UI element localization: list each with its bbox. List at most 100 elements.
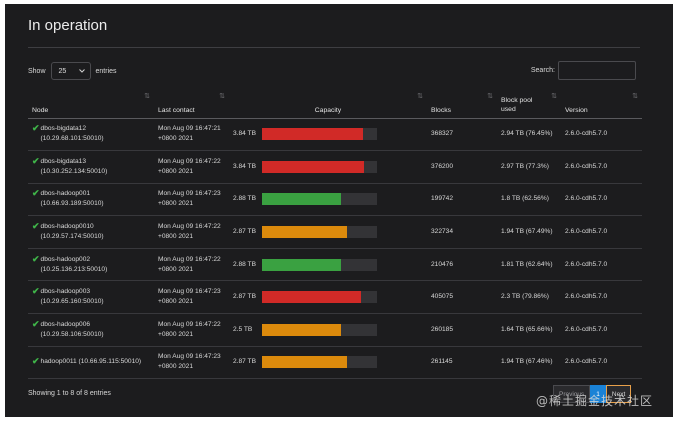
last-contact-cell: Mon Aug 09 16:47:22 +0800 2021 bbox=[154, 248, 229, 282]
entries-select[interactable]: 25 bbox=[50, 62, 91, 80]
version-cell: 2.6.0-cdh5.7.0 bbox=[561, 183, 642, 217]
check-icon: ✔ bbox=[32, 356, 40, 367]
column-header-version[interactable]: Version ⇅ bbox=[561, 88, 642, 119]
node-cell: ✔ dbos-bigdata12 (10.29.68.101:50010) bbox=[28, 118, 154, 152]
version-cell: 2.6.0-cdh5.7.0 bbox=[561, 215, 642, 249]
last-contact-tz: +0800 2021 bbox=[158, 330, 194, 338]
node-name: dbos-hadoop002 bbox=[40, 255, 91, 263]
capacity-value: 3.84 TB bbox=[233, 162, 256, 170]
capacity-bar-fill bbox=[262, 193, 342, 206]
version-cell: 2.6.0-cdh5.7.0 bbox=[561, 248, 642, 282]
last-contact-tz: +0800 2021 bbox=[158, 135, 194, 143]
blocks-cell: 368327 bbox=[427, 118, 497, 152]
page-length-control: Show 25 entries bbox=[28, 62, 117, 80]
capacity-bar bbox=[262, 323, 377, 336]
block-pool-used-cell: 1.81 TB (62.64%) bbox=[497, 248, 561, 282]
blocks-cell: 210476 bbox=[427, 248, 497, 282]
node-cell: ✔ dbos-hadoop006 (10.29.58.106:50010) bbox=[28, 313, 154, 347]
capacity-value: 2.87 TB bbox=[233, 228, 256, 236]
node-address: (10.29.65.160:50010) bbox=[40, 298, 104, 306]
capacity-cell: 2.87 TB bbox=[229, 280, 427, 315]
last-contact-cell: Mon Aug 09 16:47:23 +0800 2021 bbox=[154, 346, 229, 380]
node-cell: ✔ hadoop0011 (10.66.95.115:50010) bbox=[28, 346, 154, 380]
last-contact-date: Mon Aug 09 16:47:22 bbox=[158, 320, 221, 328]
node-name: dbos-bigdata13 bbox=[40, 157, 87, 165]
search-input[interactable] bbox=[558, 61, 636, 80]
column-header-capacity[interactable]: Capacity ⇅ bbox=[229, 88, 427, 119]
capacity-bar bbox=[262, 291, 377, 304]
blocks-cell: 376200 bbox=[427, 150, 497, 184]
capacity-bar-fill bbox=[262, 258, 342, 271]
version-cell: 2.6.0-cdh5.7.0 bbox=[561, 280, 642, 315]
blocks-cell: 261145 bbox=[427, 346, 497, 380]
table-header-row: Node ⇅ Last contact ⇅ Capacity ⇅ Blocks ⇅ Bl… bbox=[28, 88, 642, 119]
node-name: dbos-hadoop001 bbox=[40, 190, 91, 198]
last-contact-date: Mon Aug 09 16:47:23 bbox=[158, 190, 221, 198]
block-pool-used-cell: 2.3 TB (79.86%) bbox=[497, 280, 561, 315]
column-header-blocks[interactable]: Blocks ⇅ bbox=[427, 88, 497, 119]
entries-label: entries bbox=[95, 67, 117, 75]
pagination: Previous 1 Next bbox=[553, 385, 632, 403]
page-button-1[interactable]: 1 bbox=[590, 385, 606, 403]
node-cell: ✔ dbos-bigdata13 (10.30.252.134:50010) bbox=[28, 150, 154, 184]
block-pool-used-cell: 1.94 TB (67.46%) bbox=[497, 346, 561, 380]
check-icon: ✔ bbox=[32, 188, 40, 199]
capacity-bar-fill bbox=[262, 226, 348, 239]
capacity-bar bbox=[262, 226, 377, 239]
block-pool-used-cell: 1.94 TB (67.49%) bbox=[497, 215, 561, 249]
node-name: dbos-bigdata12 (10.29.68.101:50010) bbox=[40, 125, 104, 143]
last-contact-cell: Mon Aug 09 16:47:22 +0800 2021 bbox=[154, 313, 229, 347]
node-address: (10.66.93.189:50010) bbox=[40, 200, 104, 208]
capacity-value: 2.87 TB bbox=[233, 293, 256, 301]
next-button[interactable]: Next bbox=[605, 385, 632, 403]
sort-icon: ⇅ bbox=[632, 93, 638, 100]
version-cell: 2.6.0-cdh5.7.0 bbox=[561, 150, 642, 184]
last-contact-tz: +0800 2021 bbox=[158, 363, 194, 371]
last-contact-date: Mon Aug 09 16:47:23 bbox=[158, 288, 221, 296]
capacity-bar bbox=[262, 356, 377, 369]
node-cell: ✔ dbos-hadoop001 (10.66.93.189:50010) bbox=[28, 183, 154, 217]
blocks-cell: 405075 bbox=[427, 280, 497, 315]
last-contact-cell: Mon Aug 09 16:47:22 +0800 2021 bbox=[154, 215, 229, 249]
capacity-cell: 2.88 TB bbox=[229, 183, 427, 217]
search-label: Search: bbox=[530, 67, 555, 74]
datanode-panel: In operation Show 25 entries Search: Nod… bbox=[5, 4, 673, 417]
table-row: ✔ dbos-hadoop006 (10.29.58.106:50010) Mon A… bbox=[28, 313, 642, 347]
version-cell: 2.6.0-cdh5.7.0 bbox=[561, 346, 642, 380]
block-pool-used-cell: 1.8 TB (62.56%) bbox=[497, 183, 561, 217]
node-address: (10.30.252.134:50010) bbox=[40, 167, 108, 175]
node-name: hadoop0011 (10.66.95.115:50010) bbox=[40, 358, 142, 366]
version-cell: 2.6.0-cdh5.7.0 bbox=[561, 313, 642, 347]
block-pool-used-cell: 2.94 TB (76.45%) bbox=[497, 118, 561, 152]
last-contact-date: Mon Aug 09 16:47:21 bbox=[158, 125, 221, 133]
capacity-cell: 2.5 TB bbox=[229, 313, 427, 347]
capacity-bar bbox=[262, 160, 377, 173]
capacity-cell: 2.88 TB bbox=[229, 248, 427, 282]
sort-asc-icon: ⇅ bbox=[144, 93, 150, 100]
last-contact-cell: Mon Aug 09 16:47:21 +0800 2021 bbox=[154, 118, 229, 152]
capacity-cell: 2.87 TB bbox=[229, 215, 427, 249]
node-name: dbos-hadoop006 bbox=[40, 320, 91, 328]
column-header-label: Block pool used bbox=[501, 96, 533, 113]
table-row: ✔ dbos-hadoop0010 (10.29.57.174:50010) Mon … bbox=[28, 215, 642, 249]
table-row: ✔ hadoop0011 (10.66.95.115:50010) Mon Aug … bbox=[28, 346, 642, 380]
last-contact-tz: +0800 2021 bbox=[158, 200, 194, 208]
capacity-cell: 2.87 TB bbox=[229, 346, 427, 380]
search-control: Search: bbox=[531, 61, 636, 80]
check-icon: ✔ bbox=[32, 221, 40, 232]
node-name: dbos-hadoop003 bbox=[40, 288, 91, 296]
capacity-bar bbox=[262, 128, 377, 141]
last-contact-cell: Mon Aug 09 16:47:22 +0800 2021 bbox=[154, 150, 229, 184]
entries-select-value: 25 bbox=[58, 67, 67, 75]
datanode-table: Node ⇅ Last contact ⇅ Capacity ⇅ Blocks ⇅ Bl… bbox=[28, 88, 642, 380]
check-icon: ✔ bbox=[32, 155, 40, 166]
capacity-bar-fill bbox=[262, 323, 342, 336]
column-header-node[interactable]: Node ⇅ bbox=[28, 88, 154, 119]
capacity-bar-fill bbox=[262, 128, 364, 141]
previous-button[interactable]: Previous bbox=[553, 385, 591, 403]
column-header-block-pool-used[interactable]: Block pool used ⇅ bbox=[497, 88, 561, 119]
column-header-label: Last contact bbox=[158, 106, 195, 114]
column-header-last-contact[interactable]: Last contact ⇅ bbox=[154, 88, 229, 119]
column-header-label: Version bbox=[565, 106, 588, 114]
table-info: Showing 1 to 8 of 8 entries bbox=[28, 390, 111, 397]
